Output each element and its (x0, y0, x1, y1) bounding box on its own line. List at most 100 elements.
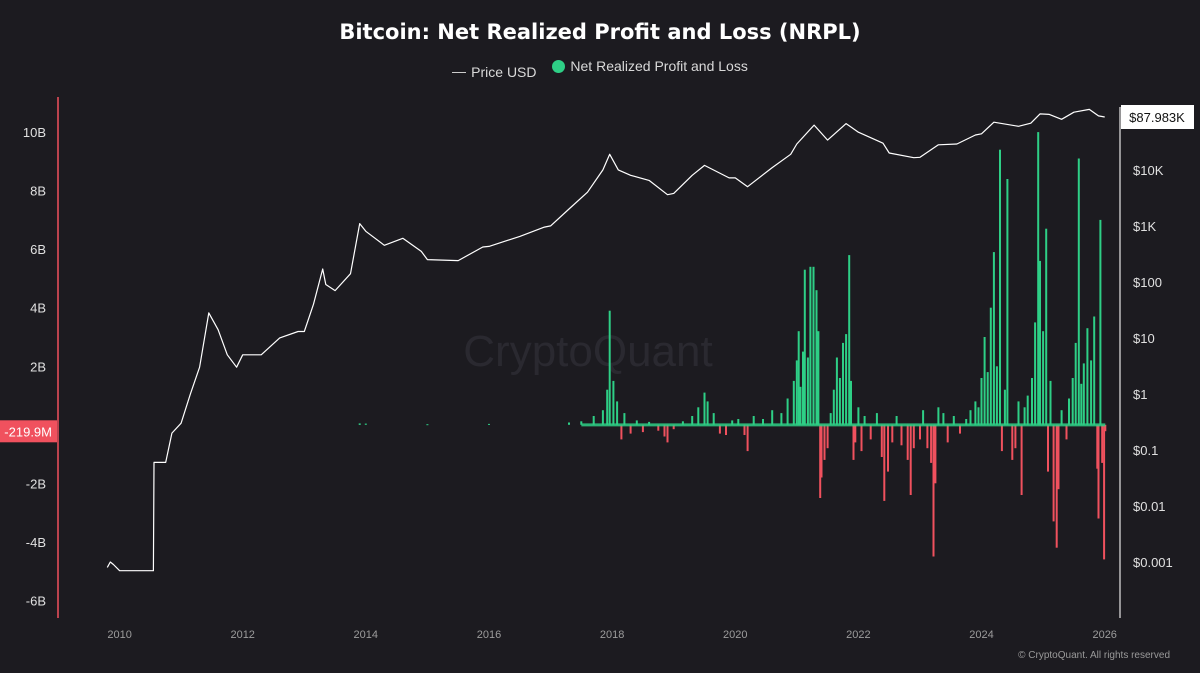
nrpl-bar-61 (850, 380, 852, 425)
nrpl-bar-87 (952, 416, 955, 425)
nrpl-bar-6 (592, 416, 595, 425)
axes: 10B 8B 6B 4B 2B -2B -4B -6B $10K $1K $100 $10 $1 $0.1… (0, 97, 1194, 641)
y-right-tick-$1: $1 (1133, 387, 1147, 402)
nrpl-bar-32 (743, 424, 746, 435)
nrpl-bar-46 (809, 266, 812, 425)
nrpl-bar-26 (706, 401, 709, 425)
current-price-marker (1121, 105, 1194, 129)
price-line (106, 108, 1105, 572)
nrpl-bar-34 (752, 416, 755, 425)
nrpl-bar-125 (1077, 158, 1080, 425)
nrpl-bar-58 (842, 342, 844, 425)
nrpl-bar-103 (1011, 424, 1014, 460)
nrpl-bar-40 (795, 360, 798, 425)
nrpl-bar-97 (992, 252, 995, 425)
y-left-tick-6B: 6B (30, 242, 46, 257)
nrpl-bar-94 (983, 337, 986, 425)
price-series (106, 108, 1105, 572)
nrpl-bar-33 (746, 424, 749, 452)
nrpl-bar-74 (900, 424, 903, 446)
nrpl-bar-9 (608, 310, 611, 425)
nrpl-bar-108 (1026, 395, 1029, 425)
y-right-tick-$0.001: $0.001 (1133, 555, 1173, 570)
nrpl-bar-82 (932, 424, 935, 557)
nrpl-bar-79 (922, 410, 925, 425)
nrpl-bar-129 (1090, 360, 1093, 425)
nrpl-bar-121 (1065, 424, 1068, 440)
y-left-tick--4B: -4B (26, 535, 46, 550)
nrpl-bar-102 (1006, 179, 1009, 425)
nrpl-bar-15 (635, 420, 638, 425)
nrpl-bar-109 (1031, 378, 1033, 425)
nrpl-bar-89 (965, 419, 968, 425)
nrpl-bar-120 (1060, 410, 1063, 425)
y-left-tick-8B: 8B (30, 184, 46, 199)
nrpl-bar-93 (980, 378, 983, 425)
nrpl-bar-130 (1093, 316, 1096, 425)
nrpl-bar-11 (616, 401, 619, 425)
nrpl-bar-111 (1037, 132, 1040, 425)
nrpl-bar-50 (819, 424, 822, 498)
current-price-label: $87.983K (1129, 110, 1185, 125)
legend-item-nrpl[interactable]: Net Realized Profit and Loss (552, 58, 748, 74)
legend-item-price[interactable]: Price USD (452, 64, 537, 80)
y-right-tick-$10K: $10K (1133, 163, 1164, 178)
nrpl-bar-36 (771, 410, 774, 425)
nrpl-bar-107 (1023, 407, 1026, 425)
nrpl-bar-115 (1047, 424, 1049, 472)
nrpl-bar-30 (731, 420, 734, 425)
nrpl-bar-127 (1082, 363, 1085, 425)
nrpl-bar-4 (568, 422, 570, 425)
nrpl-bar-133 (1099, 219, 1102, 425)
nrpl-bar-128 (1086, 328, 1089, 425)
nrpl-bar-22 (681, 421, 684, 425)
nrpl-bar-117 (1052, 424, 1055, 522)
y-left-tick-4B: 4B (30, 301, 46, 316)
y-right-tick-$0.1: $0.1 (1133, 443, 1158, 458)
nrpl-bar-86 (946, 424, 949, 443)
nrpl-bar-3 (488, 423, 490, 425)
nrpl-bar-101 (1003, 389, 1006, 425)
nrpl-bar-136 (1104, 424, 1107, 432)
nrpl-bar-28 (718, 424, 721, 434)
nrpl-bar-126 (1080, 383, 1083, 425)
nrpl-bar-75 (906, 424, 909, 460)
nrpl-bar-83 (934, 424, 937, 484)
nrpl-bar-105 (1017, 401, 1020, 425)
nrpl-bar-5 (580, 421, 583, 425)
nrpl-bar-71 (887, 424, 889, 472)
nrpl-bar-54 (829, 413, 832, 425)
nrpl-bar-66 (863, 416, 866, 425)
nrpl-bar-60 (848, 255, 851, 425)
nrpl-bar-27 (712, 413, 715, 425)
nrpl-bar-37 (780, 413, 783, 425)
nrpl-bar-62 (852, 424, 855, 460)
nrpl-bar-1 (364, 423, 367, 425)
nrpl-bar-49 (817, 331, 820, 425)
nrpl-bar-44 (803, 269, 806, 425)
y-left-tick--6B: -6B (26, 593, 46, 608)
nrpl-bar-134 (1101, 424, 1104, 463)
nrpl-bar-31 (737, 419, 740, 425)
nrpl-bar-2 (426, 424, 429, 426)
nrpl-bar-35 (762, 419, 764, 425)
nrpl-bar-85 (942, 413, 945, 425)
nrpl-bar-132 (1097, 424, 1100, 519)
nrpl-bar-18 (657, 424, 660, 431)
nrpl-bar-76 (909, 424, 912, 495)
chart-title: Bitcoin: Net Realized Profit and Loss (N… (339, 20, 861, 44)
x-tick-2022: 2022 (846, 629, 870, 641)
x-tick-2014: 2014 (354, 629, 378, 641)
nrpl-bar-7 (601, 410, 604, 425)
nrpl-bar-78 (919, 424, 921, 440)
nrpl-bar-43 (802, 351, 804, 425)
nrpl-bar-12 (620, 424, 623, 440)
nrpl-bar-8 (606, 389, 609, 425)
nrpl-bar-98 (995, 366, 998, 425)
nrpl-bar-113 (1042, 331, 1045, 425)
nrpl-bar-131 (1096, 424, 1099, 469)
nrpl-bar-63 (854, 424, 857, 443)
x-tick-2024: 2024 (969, 629, 993, 641)
nrpl-bar-119 (1057, 424, 1060, 490)
